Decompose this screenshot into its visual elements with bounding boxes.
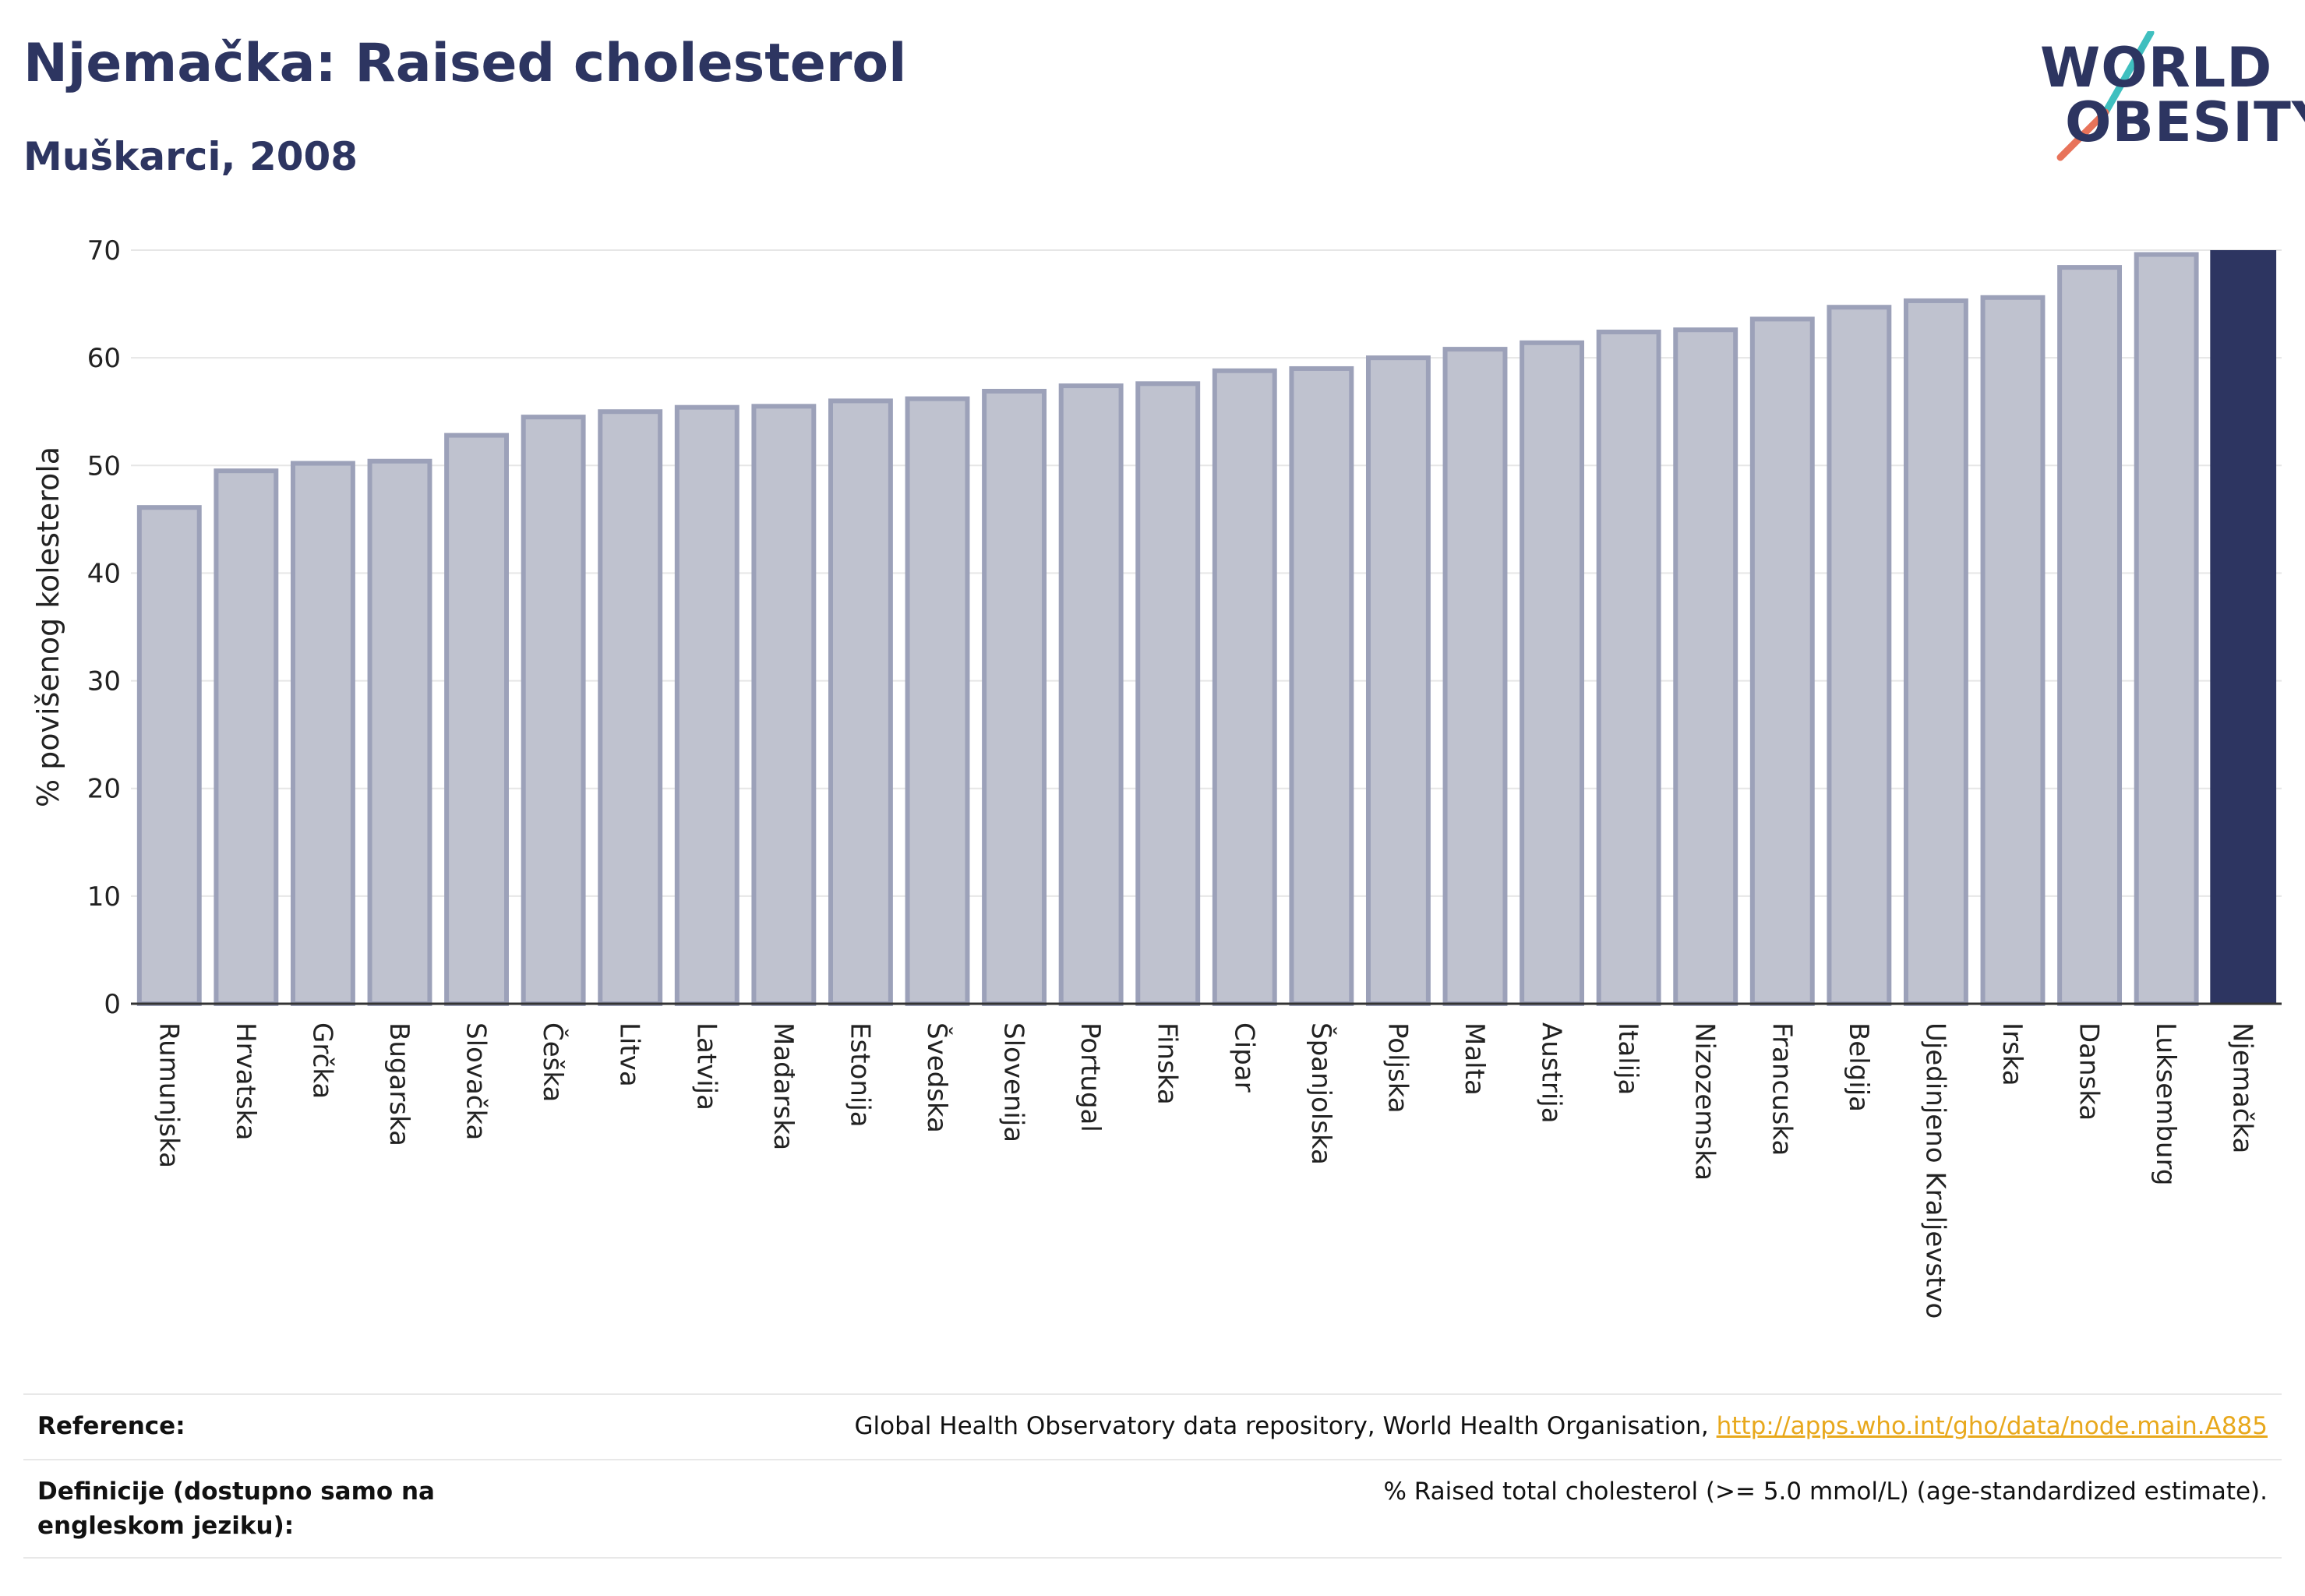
bar-latvija [674,404,740,1006]
x-tick-label: Češka [537,1022,569,1102]
x-tick-label: Italija [1612,1022,1643,1095]
x-tick-label: Njemačka [2227,1022,2258,1153]
bars [136,250,2277,1007]
bar-finska [1135,381,1201,1007]
x-tick-label: Luksemburg [2150,1022,2181,1185]
y-tick-label: 70 [87,235,121,267]
y-axis-label: % povišenog kolesterola [31,447,65,807]
y-tick-label: 0 [104,989,121,1020]
reference-value: Global Health Observatory data repositor… [855,1409,2268,1443]
chart-subtitle: Muškarci, 2008 [23,134,358,179]
x-tick-label: Rumunjska [153,1022,184,1168]
bar-španjolska [1289,365,1354,1006]
bar-cipar [1212,368,1277,1007]
x-tick-label: Hrvatska [230,1022,261,1140]
y-axis-ticks: 0 10 20 30 40 50 60 70 [87,235,121,1020]
reference-table: Reference: Global Health Observatory dat… [23,1393,2282,1559]
x-tick-label: Švedska [921,1022,953,1133]
bar-luksemburg [2134,252,2199,1007]
reference-link[interactable]: http://apps.who.int/gho/data/node.main.A… [1716,1412,2268,1440]
y-tick-label: 30 [87,666,121,697]
y-tick-label: 20 [87,774,121,805]
bar-chart: 0 10 20 30 40 50 60 70 Rumunjska Hrvatska Grčka Bu… [31,235,2282,1319]
x-tick-label: Ujedinjeno Kraljevstvo [1919,1022,1950,1319]
bar-mađarska [751,404,817,1006]
bar-češka [521,415,586,1006]
bar-bugarska [367,458,432,1006]
x-tick-label: Latvija [690,1022,722,1110]
definition-row: Definicije (dostupno samo na engleskom j… [23,1459,2282,1559]
bar-njemačka [2210,250,2277,1004]
x-tick-label: Portugal [1075,1022,1106,1132]
bar-rumunjska [136,505,202,1006]
x-axis-ticks: Rumunjska Hrvatska Grčka Bugarska Slovačka Če… [153,1022,2257,1319]
y-tick-label: 40 [87,558,121,589]
reference-row: Reference: Global Health Observatory dat… [23,1393,2282,1459]
x-tick-label: Litva [614,1022,645,1087]
bar-belgija [1827,305,1892,1007]
x-tick-label: Malta [1459,1022,1490,1096]
reference-text: Global Health Observatory data repositor… [854,1412,1717,1440]
x-tick-label: Slovenija [998,1022,1029,1142]
bar-nizozemska [1673,327,1738,1006]
x-tick-label: Španjolska [1305,1022,1337,1165]
x-tick-label: Austrija [1536,1022,1567,1124]
bar-grčka [290,461,355,1006]
bar-poljska [1365,355,1431,1006]
logo-line-2: OBESITY [2065,90,2305,154]
bar-estonija [828,398,893,1006]
bar-slovenija [982,388,1047,1006]
x-tick-label: Finska [1152,1022,1183,1105]
bar-hrvatska [214,468,279,1006]
y-tick-label: 60 [87,343,121,374]
bar-malta [1442,347,1508,1006]
bar-portugal [1058,383,1124,1006]
bar-austrija [1520,340,1585,1006]
world-obesity-logo: WORLD OBESITY [2034,31,2305,164]
x-tick-label: Belgija [1843,1022,1874,1112]
y-tick-label: 50 [87,450,121,482]
logo-slash-icon [2056,31,2155,161]
bar-litva [598,409,663,1006]
x-tick-label: Danska [2074,1022,2105,1121]
bar-francuska [1749,316,1815,1006]
x-tick-label: Slovačka [461,1022,492,1140]
bar-švedska [905,396,970,1006]
bar-danska [2057,265,2123,1006]
reference-label: Reference: [37,1412,185,1440]
x-tick-label: Nizozemska [1689,1022,1721,1181]
logo-line-1: WORLD [2040,36,2273,100]
chart-title: Njemačka: Raised cholesterol [23,33,907,94]
x-tick-label: Poljska [1382,1022,1413,1114]
x-tick-label: Mađarska [768,1022,799,1150]
y-tick-label: 10 [87,881,121,913]
x-tick-label: Estonija [844,1022,875,1128]
x-tick-label: Grčka [306,1022,337,1099]
bar-ujedinjeno-kraljevstvo [1903,298,1968,1007]
bar-italija [1596,329,1661,1006]
bar-slovačka [444,433,510,1006]
definition-value: % Raised total cholesterol (>= 5.0 mmol/… [1383,1478,2268,1506]
x-tick-label: Bugarska [383,1022,415,1146]
x-tick-label: Francuska [1766,1022,1797,1156]
x-tick-label: Irska [1996,1022,2028,1086]
x-tick-label: Cipar [1228,1022,1259,1093]
definition-label: Definicije (dostupno samo na engleskom j… [37,1478,435,1540]
bar-irska [1980,295,2046,1007]
